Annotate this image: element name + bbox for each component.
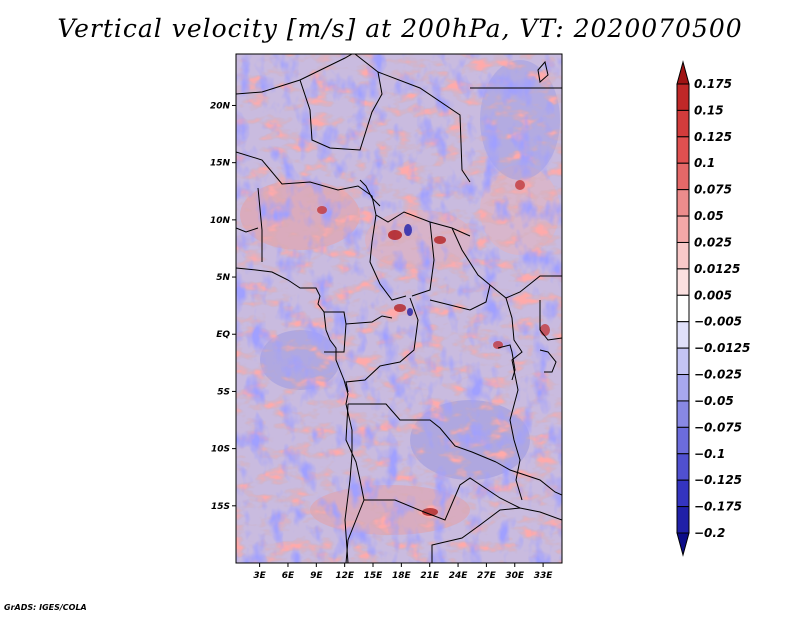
colorbar-label: −0.075 [694, 420, 742, 434]
colorbar-label: −0.05 [694, 394, 734, 408]
colorbar-label: 0.15 [694, 103, 724, 117]
y-axis: 20N 15N 10N 5N EQ 5S 10S 15S [210, 101, 236, 512]
colorbar-label: 0.025 [694, 235, 732, 249]
colorbar-swatch [676, 241, 690, 270]
x-tick-label: 18E [392, 571, 412, 581]
colorbar-label: 0.075 [694, 183, 732, 197]
colorbar-swatch [676, 453, 690, 481]
colorbar-swatch [676, 294, 690, 323]
colorbar-label: −0.0125 [694, 341, 750, 355]
y-tick-label: 15N [210, 159, 231, 169]
x-tick-label: 12E [335, 571, 355, 581]
colorbar-label: −0.2 [694, 526, 725, 540]
y-tick-label: EQ [216, 330, 230, 340]
colorbar-swatch [676, 83, 690, 111]
y-tick-label: 10N [210, 216, 231, 226]
x-tick-label: 21E [420, 571, 440, 581]
y-tick-label: 20N [210, 101, 231, 111]
colorbar-swatch [676, 479, 690, 508]
y-tick-label: 5S [217, 387, 230, 397]
colorbar-label: 0.175 [694, 77, 732, 91]
colorbar-swatch [676, 215, 690, 243]
y-tick-label: 10S [211, 445, 230, 455]
x-tick-label: 15E [364, 571, 384, 581]
coastlines [236, 60, 557, 563]
country-borders [236, 54, 562, 563]
x-tick-label: 24E [449, 571, 469, 581]
y-tick-label: 15S [211, 502, 230, 512]
colorbar-label: −0.005 [694, 315, 742, 329]
x-tick-label: 27E [477, 571, 497, 581]
colorbar-swatch [676, 321, 690, 349]
colorbar-label: −0.125 [694, 473, 742, 487]
colorbar-label: 0.0125 [694, 262, 740, 276]
colorbar-swatch [676, 189, 690, 217]
x-tick-label: 3E [253, 571, 266, 581]
x-axis: 3E 6E 9E 12E 15E 18E 21E 24E 27E 30E 33E [253, 563, 553, 581]
colorbar-swatch [676, 268, 690, 296]
colorbar-swatch [676, 532, 690, 557]
chart-title: Vertical velocity [m/s] at 200hPa, VT: 2… [57, 14, 743, 43]
colorbar-swatch [676, 426, 690, 455]
x-tick-label: 30E [505, 571, 525, 581]
colorbar-label: 0.1 [694, 156, 715, 170]
colorbar-swatch [676, 60, 690, 85]
heatmap-field [236, 54, 562, 563]
colorbar-swatch [676, 136, 690, 164]
colorbar-swatch [676, 506, 690, 534]
colorbar-label: 0.125 [694, 130, 732, 144]
colorbar-swatch [676, 162, 690, 191]
colorbar-label: −0.1 [694, 447, 725, 461]
colorbar-label: −0.175 [694, 500, 742, 514]
colorbar-label: 0.005 [694, 288, 732, 302]
colorbar-swatch [676, 374, 690, 402]
colorbar-swatch [676, 400, 690, 428]
y-tick-label: 5N [216, 273, 230, 283]
colorbar-label: −0.025 [694, 368, 742, 382]
x-tick-label: 6E [282, 571, 295, 581]
map-frame [235, 53, 563, 564]
colorbar-swatch [676, 109, 690, 138]
colorbar-swatch [676, 347, 690, 376]
x-tick-label: 9E [310, 571, 323, 581]
x-tick-label: 33E [534, 571, 554, 581]
colorbar-label: 0.05 [694, 209, 724, 223]
grads-credit: GrADS: IGES/COLA [4, 603, 87, 612]
